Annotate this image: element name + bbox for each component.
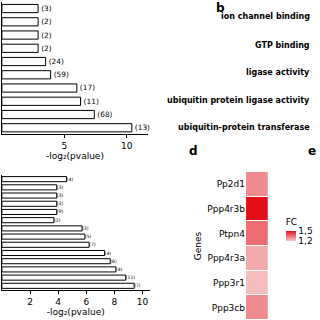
svg-text:e: e	[308, 144, 316, 158]
svg-text:Genes: Genes	[193, 231, 203, 260]
svg-text:(7): (7)	[134, 283, 141, 288]
svg-text:5: 5	[61, 141, 67, 151]
svg-text:(17): (17)	[80, 83, 95, 92]
svg-text:(6): (6)	[110, 259, 117, 264]
svg-text:(3): (3)	[57, 185, 64, 190]
svg-text:Ppp3r1: Ppp3r1	[213, 278, 245, 288]
svg-text:8: 8	[112, 297, 118, 307]
svg-text:6: 6	[83, 297, 89, 307]
svg-text:(7): (7)	[89, 242, 96, 247]
svg-text:(4): (4)	[67, 177, 74, 182]
svg-text:(2): (2)	[54, 218, 61, 223]
svg-text:d: d	[189, 144, 198, 158]
svg-text:(2): (2)	[41, 31, 52, 40]
svg-text:10: 10	[137, 297, 149, 307]
svg-text:GTP binding: GTP binding	[255, 41, 310, 50]
svg-text:(3): (3)	[82, 226, 89, 231]
svg-text:(4): (4)	[116, 267, 123, 272]
svg-text:Pp2d1: Pp2d1	[217, 179, 245, 189]
svg-text:(59): (59)	[54, 70, 69, 79]
svg-text:(2): (2)	[41, 17, 52, 26]
svg-text:FC: FC	[286, 217, 297, 227]
svg-text:(3): (3)	[57, 201, 64, 206]
svg-text:(24): (24)	[49, 57, 64, 66]
svg-text:(5): (5)	[85, 234, 92, 239]
svg-text:1,5: 1,5	[298, 226, 312, 236]
svg-text:(2): (2)	[41, 44, 52, 53]
svg-text:ligase activity: ligase activity	[246, 68, 310, 77]
svg-text:-log₂(pvalue): -log₂(pvalue)	[46, 151, 104, 161]
svg-text:(3): (3)	[41, 4, 52, 13]
svg-text:(4): (4)	[105, 251, 112, 256]
svg-text:b: b	[216, 1, 225, 15]
svg-text:(13): (13)	[135, 123, 150, 132]
svg-text:ubiquitin protein ligase activ: ubiquitin protein ligase activity	[167, 96, 310, 105]
svg-text:Ppp4r3b: Ppp4r3b	[207, 204, 245, 214]
svg-text:Ptpn4: Ptpn4	[219, 229, 245, 239]
svg-text:10: 10	[121, 141, 133, 151]
svg-text:4: 4	[55, 297, 61, 307]
svg-text:(3): (3)	[57, 193, 64, 198]
svg-text:Ppp3cb: Ppp3cb	[212, 303, 246, 313]
svg-text:(9): (9)	[57, 209, 64, 214]
svg-text:1,2: 1,2	[298, 236, 312, 246]
svg-text:2: 2	[27, 297, 33, 307]
svg-text:ion channel binding: ion channel binding	[221, 12, 310, 21]
svg-text:(11): (11)	[84, 97, 99, 106]
svg-text:ubiquitin-protein transferase: ubiquitin-protein transferase	[178, 123, 310, 132]
svg-text:(68): (68)	[97, 110, 112, 119]
svg-text:-log₂(pvalue): -log₂(pvalue)	[47, 307, 105, 317]
svg-text:(11): (11)	[126, 275, 136, 280]
svg-text:Ppp4r3a: Ppp4r3a	[207, 253, 245, 263]
